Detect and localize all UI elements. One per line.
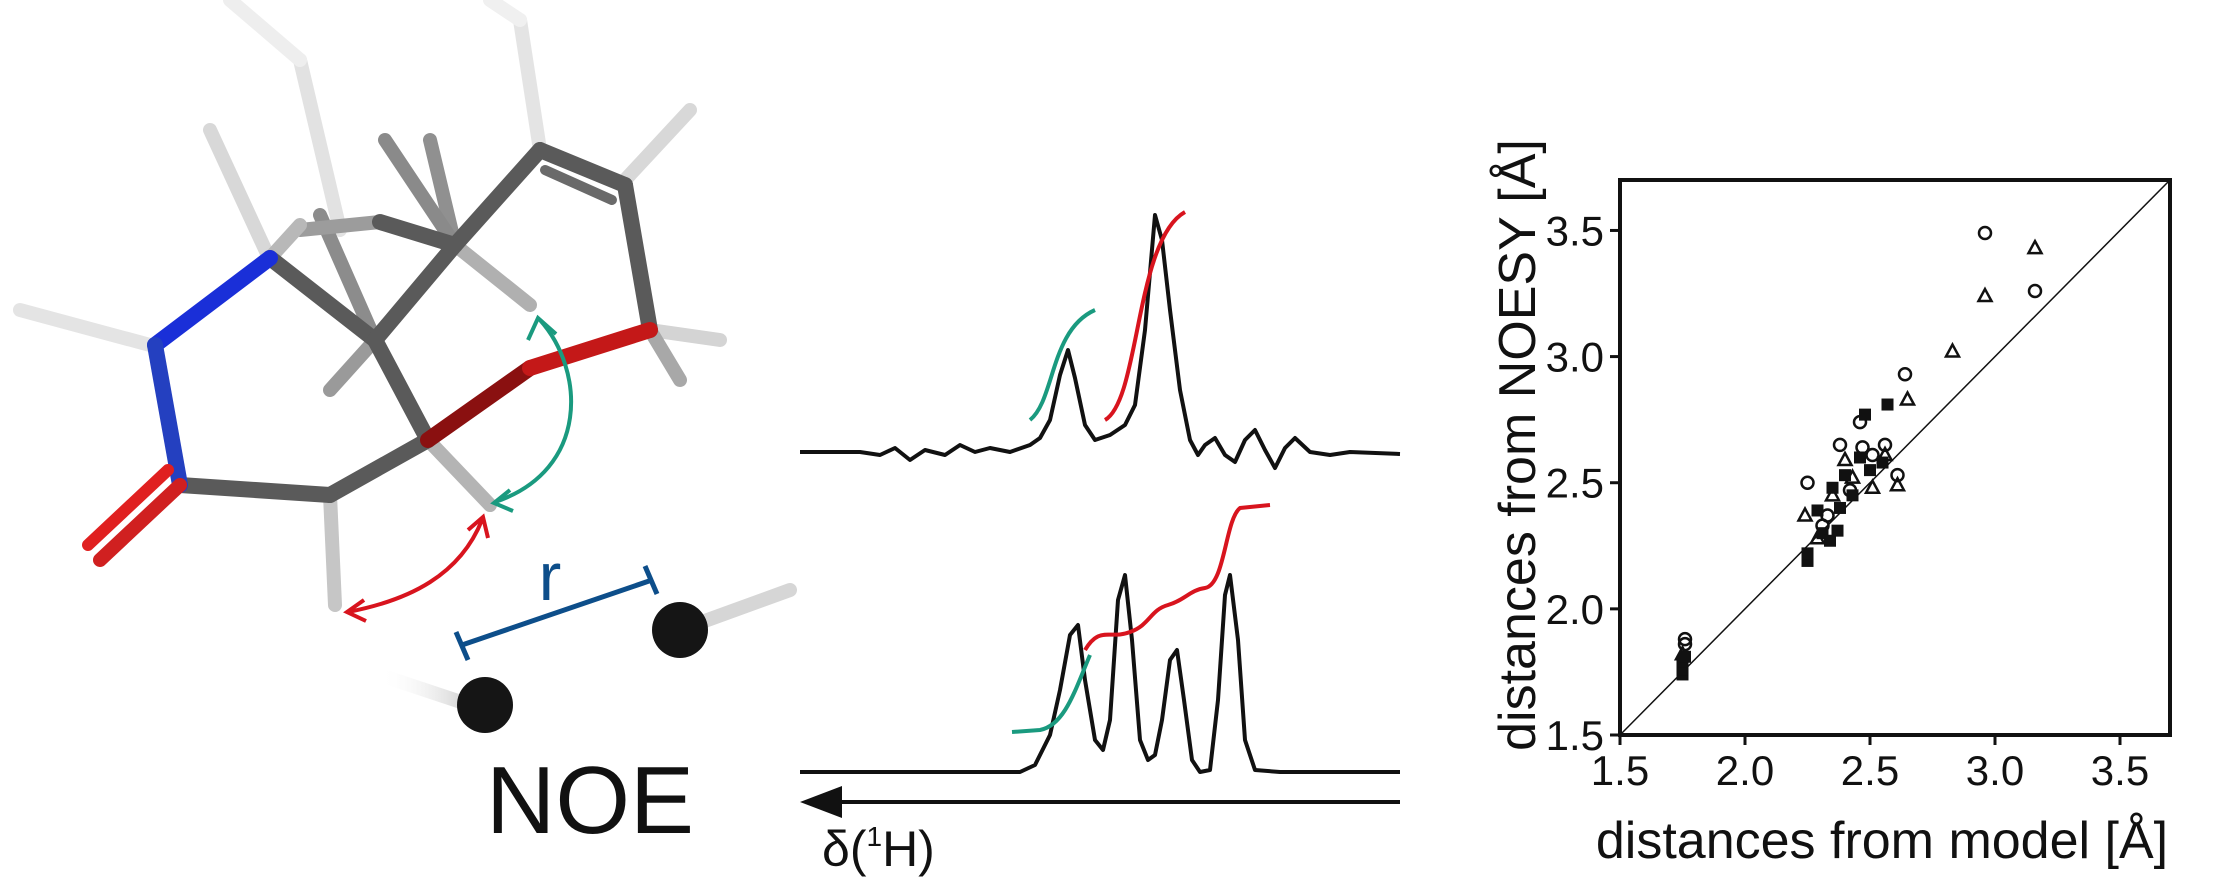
noesy-1d-spectrum <box>800 213 1401 470</box>
square-point <box>1839 469 1851 482</box>
y-tick-label: 2.0 <box>1546 586 1604 633</box>
triangle-point <box>1888 475 1907 492</box>
plot-frame <box>1618 178 2172 737</box>
x-ticks: 1.5 2.0 2.5 3.0 3.5 <box>1591 735 2149 794</box>
triangle-point <box>2026 238 2044 255</box>
x-tick-label: 2.5 <box>1841 747 1899 794</box>
x-tick-label: 1.5 <box>1591 747 1649 794</box>
square-point <box>1859 408 1871 421</box>
identity-line <box>1619 179 2171 736</box>
chemical-shift-axis-label: δ(1H) <box>822 821 935 877</box>
square-point <box>1826 481 1839 494</box>
molecule-model <box>13 0 727 612</box>
x-tick-label: 3.0 <box>1966 747 2024 794</box>
circle-point <box>1890 467 1905 483</box>
c-o-bond <box>420 360 538 448</box>
noesy-integral-green <box>1028 308 1096 422</box>
square-point <box>1854 451 1866 464</box>
noesy-integral-red <box>1103 210 1187 422</box>
1h-integral-red <box>1083 503 1271 652</box>
circle-point <box>1800 475 1815 490</box>
diagonal-line <box>1619 179 2171 736</box>
y-axis-label: distances from NOESY [Å] <box>1489 139 1547 751</box>
nucleus-left <box>457 677 513 733</box>
o-c-bond <box>522 322 658 376</box>
noe-arrows <box>343 314 574 623</box>
circle-point <box>2027 283 2043 299</box>
green-arrowhead-top <box>526 314 558 341</box>
nucleus-right <box>652 602 708 658</box>
x-axis-label: distances from model [Å] <box>1596 812 2168 870</box>
data-points <box>1673 225 2044 681</box>
circle-point <box>1865 447 1880 463</box>
faded-hydrogens <box>13 0 727 352</box>
nuclei <box>373 583 797 733</box>
red-arrowhead-top <box>466 513 490 539</box>
axis-label-sup: 1 <box>866 821 882 852</box>
triangle-point <box>1823 485 1842 502</box>
n-c-bond <box>147 337 188 493</box>
axis-label-delta: δ( <box>822 821 867 877</box>
square-point <box>1876 456 1889 469</box>
square-point <box>1864 464 1876 477</box>
triangle-point <box>1836 450 1854 467</box>
double-bond-cc <box>540 165 617 205</box>
spectra <box>800 210 1401 774</box>
y-tick-label: 1.5 <box>1546 712 1604 759</box>
hydrogen-stubs <box>263 133 687 612</box>
y-tick-label: 2.5 <box>1546 460 1604 507</box>
carbonyl-bond-2 <box>82 464 174 551</box>
distance-label-r: r <box>539 539 562 615</box>
circle-point <box>1832 437 1848 453</box>
circle-point <box>1877 437 1893 453</box>
distance-bar <box>453 565 660 661</box>
carbonyl-bond <box>93 478 187 567</box>
y-tick-label: 3.5 <box>1546 207 1604 254</box>
circle-point <box>1897 367 1913 382</box>
triangle-point <box>1796 505 1814 522</box>
x-tick-label: 2.0 <box>1716 747 1774 794</box>
carbon-skeleton <box>172 142 658 503</box>
square-point <box>1811 504 1824 517</box>
red-noe-arrow <box>347 519 484 614</box>
green-arrowhead-bottom <box>490 488 514 513</box>
axis-label-end: H) <box>882 821 935 877</box>
chemical-shift-axis <box>800 786 1400 818</box>
square-point <box>1824 534 1836 547</box>
c-n-bond <box>147 250 278 353</box>
square-point <box>1801 547 1814 560</box>
square-point <box>1846 489 1859 502</box>
1h-integral-green <box>1011 654 1092 734</box>
noe-title: NOE <box>486 747 694 854</box>
square-point <box>1831 524 1844 537</box>
triangle-point <box>1943 341 1962 358</box>
red-arrowhead-bottom <box>343 598 367 623</box>
square-point <box>1679 650 1691 663</box>
circle-point <box>1677 631 1693 647</box>
scatter-chart: 1.5 2.0 2.5 3.0 3.5 1.5 2.0 2.5 3.0 3.5 distance… <box>1489 139 2172 870</box>
y-tick-label: 3.0 <box>1546 334 1604 381</box>
circle-point <box>1977 225 1993 241</box>
triangle-point <box>1898 389 1917 406</box>
triangle-point <box>1863 478 1882 495</box>
x-tick-label: 3.5 <box>2091 747 2149 794</box>
1h-spectrum <box>800 573 1400 774</box>
y-ticks: 1.5 2.0 2.5 3.0 3.5 <box>1546 207 1620 759</box>
square-point <box>1834 501 1846 514</box>
square-point <box>1881 398 1894 411</box>
green-noe-arrow <box>494 318 574 504</box>
triangle-point <box>1976 286 1994 303</box>
